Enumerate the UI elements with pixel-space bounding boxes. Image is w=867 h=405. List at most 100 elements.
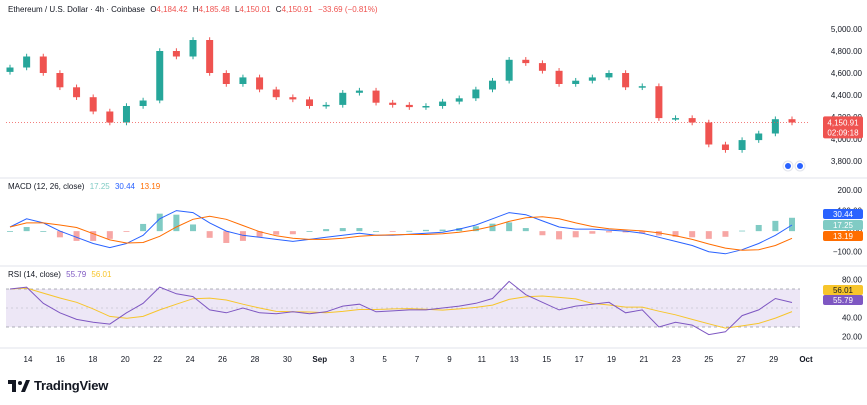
candle-body	[23, 56, 31, 68]
low-label: L	[234, 5, 240, 14]
macd-histogram-bar	[489, 223, 496, 232]
candle-body	[156, 51, 164, 101]
close-value: 4,150.91	[281, 5, 313, 14]
rsi-legend: RSI (14, close) 55.79 56.01	[8, 270, 114, 279]
macd-signal-value: 13.19	[140, 182, 161, 191]
rsi-title[interactable]: RSI (14, close)	[8, 270, 61, 279]
symbol-name[interactable]: Ethereum / U.S. Dollar · 4h · Coinbase	[8, 5, 145, 14]
macd-signal-tag-value: 13.19	[833, 232, 854, 241]
price-tick-label: 4,000.00	[831, 135, 863, 144]
macd-histogram-bar	[755, 224, 762, 232]
candle-body	[505, 59, 513, 81]
macd-line-tag-bg	[823, 209, 863, 219]
time-tick-label: 30	[283, 355, 292, 364]
brand-name: TradingView	[34, 378, 109, 393]
candle-body	[721, 144, 729, 150]
price-tick-label: 5,000.00	[831, 25, 863, 34]
macd-histogram-bar	[156, 213, 163, 232]
macd-histogram-bar	[323, 229, 330, 232]
macd-histogram-bar	[140, 223, 147, 232]
rsi-tick-label: 20.00	[842, 333, 863, 342]
candle-body	[572, 80, 580, 84]
event-flag-icon	[797, 163, 803, 169]
candle-body	[122, 106, 130, 123]
macd-histogram-bar	[7, 231, 13, 232]
tradingview-logo[interactable]: TradingView	[8, 378, 108, 393]
time-tick-label: 3	[350, 355, 355, 364]
event-flag-icon	[785, 163, 791, 169]
time-tick-label: 15	[542, 355, 551, 364]
time-tick-label: 25	[704, 355, 713, 364]
macd-histogram-bar	[605, 231, 612, 233]
time-tick-label: 22	[153, 355, 162, 364]
price-pane[interactable]	[6, 37, 808, 172]
macd-histogram-bar	[173, 214, 180, 232]
rsi-pane[interactable]	[6, 280, 800, 336]
rsi-ma-line	[9, 287, 793, 329]
candle-body	[538, 63, 546, 71]
rsi-tick-label: 80.00	[842, 276, 863, 285]
last-price-tag-bg	[823, 116, 863, 139]
candle-body	[405, 104, 413, 108]
candle-body	[339, 92, 347, 105]
candle-body	[189, 40, 197, 57]
rsi-line	[9, 280, 793, 336]
candle-body	[771, 119, 779, 134]
macd-histogram-bar	[705, 231, 712, 239]
rsi-ma-tag: 56.01	[823, 285, 863, 295]
time-tick-label: 18	[88, 355, 97, 364]
candle-body	[172, 51, 180, 57]
candle-body	[472, 89, 480, 99]
macd-histogram-bar	[106, 231, 113, 239]
time-tick-label: 19	[607, 355, 616, 364]
time-tick-label: 20	[121, 355, 130, 364]
macd-title[interactable]: MACD (12, 26, close)	[8, 182, 85, 191]
rsi-value: 55.79	[66, 270, 87, 279]
rsi-ma-tag-value: 56.01	[833, 286, 854, 295]
macd-histogram-bar	[639, 231, 646, 234]
last-price-value: 4,150.91	[827, 118, 859, 127]
candle-body	[555, 70, 563, 84]
rsi-tick-label: 40.00	[842, 314, 863, 323]
candle-body	[389, 102, 397, 105]
macd-histogram-bar	[422, 229, 429, 232]
candle-body	[688, 118, 696, 123]
time-tick-label: 29	[769, 355, 778, 364]
candle-body	[755, 133, 763, 141]
candle-body	[638, 86, 646, 88]
time-tick-label: 21	[639, 355, 648, 364]
macd-pane[interactable]	[7, 210, 795, 255]
open-label: O	[150, 5, 157, 14]
macd-histogram-bar	[689, 231, 696, 238]
macd-histogram-bar	[406, 230, 413, 232]
event-markers	[782, 160, 806, 172]
candle-body	[372, 90, 380, 103]
time-tick-label: 28	[250, 355, 259, 364]
macd-histogram-bar	[589, 231, 596, 234]
macd-histogram-bar	[289, 231, 296, 235]
macd-hist-tag: 17.25	[823, 220, 863, 230]
macd-line-value: 30.44	[114, 182, 135, 191]
tradingview-logo-icon	[8, 379, 30, 392]
macd-histogram-bar	[90, 231, 97, 241]
macd-histogram-bar	[56, 231, 63, 238]
macd-histogram-bar	[389, 231, 396, 232]
candle-body	[322, 104, 330, 107]
macd-line-tag: 30.44	[823, 209, 863, 219]
price-tick-label: 4,400.00	[831, 91, 863, 100]
macd-histogram-bar	[239, 231, 246, 241]
macd-hist-value: 17.25	[89, 182, 110, 191]
candle-body	[239, 77, 247, 84]
time-tick-label: 16	[56, 355, 65, 364]
macd-legend: MACD (12, 26, close) 17.25 30.44 13.19	[8, 182, 163, 191]
price-legend: Ethereum / U.S. Dollar · 4h · Coinbase O…	[8, 5, 381, 14]
high-label: H	[192, 5, 199, 14]
price-tick-label: 4,800.00	[831, 47, 863, 56]
macd-histogram-bar	[206, 231, 213, 238]
macd-tick-label: −100.00	[833, 248, 863, 257]
macd-histogram-bar	[789, 217, 795, 232]
candle-body	[422, 106, 430, 108]
macd-histogram-bar	[73, 231, 80, 241]
